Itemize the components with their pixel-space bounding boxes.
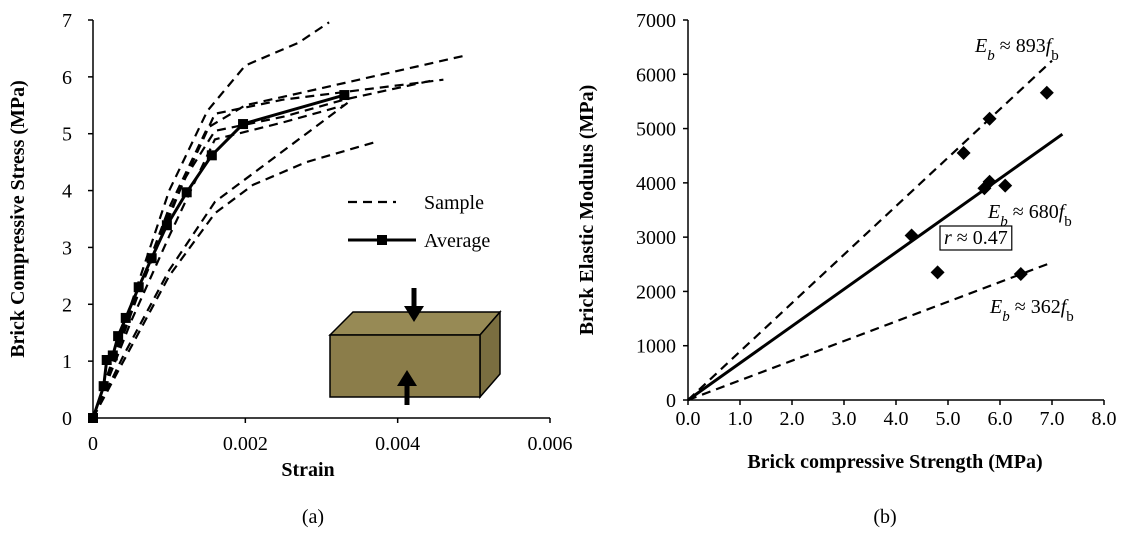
y-tick-label: 5	[62, 124, 72, 146]
annotation-part: ≈ 680	[1008, 201, 1059, 223]
legend-label: Sample	[424, 192, 484, 214]
marker	[181, 187, 192, 198]
point	[1013, 267, 1028, 282]
annotation-part: f	[1046, 35, 1054, 57]
x-tick-label: 8.0	[1092, 408, 1117, 430]
x-tick-label: 4.0	[884, 408, 909, 430]
y-tick-label: 4000	[636, 173, 676, 195]
point	[1039, 85, 1054, 100]
y-tick-label: 2	[62, 294, 72, 316]
marker	[339, 90, 350, 101]
annotation-part: b	[987, 48, 995, 64]
marker	[107, 350, 118, 361]
y-axis-label: Brick Elastic Modulus (MPa)	[576, 85, 598, 336]
y-tick-label: 0	[666, 390, 676, 412]
annotation: Eb ≈ 893fb	[974, 35, 1059, 64]
marker	[101, 355, 112, 366]
fit-line	[687, 261, 1053, 402]
annotation-part: b	[1066, 309, 1074, 325]
sample-line	[91, 104, 345, 419]
fit-line	[687, 59, 1053, 401]
legend-label: Average	[424, 230, 490, 252]
annotation-part: b	[1000, 214, 1008, 230]
y-tick-label: 7	[62, 10, 72, 32]
marker	[98, 381, 109, 392]
marker	[133, 282, 144, 293]
y-tick-label: 5000	[636, 119, 676, 141]
annotation: Eb ≈ 680fb	[987, 201, 1072, 230]
marker	[206, 150, 217, 161]
marker	[238, 119, 249, 130]
fit-line	[687, 132, 1064, 402]
x-tick-label: 0	[88, 433, 98, 455]
annotation-part: ≈ 893	[995, 35, 1046, 57]
annotation-part: E	[974, 35, 987, 57]
average-line	[91, 93, 345, 419]
sample-line	[92, 98, 353, 419]
annotation-box	[939, 225, 1013, 251]
y-tick-label: 3000	[636, 227, 676, 249]
marker	[161, 220, 172, 231]
marker	[120, 312, 131, 323]
annotation-part: f	[1061, 296, 1069, 318]
annotation-part: ≈ 0.47	[952, 227, 1008, 249]
point	[956, 146, 971, 160]
y-tick-label: 4	[62, 181, 72, 203]
point	[904, 228, 919, 243]
sample-line	[92, 141, 376, 419]
x-tick-label: 0.0	[676, 408, 701, 430]
point	[998, 178, 1013, 193]
point	[930, 265, 945, 280]
y-tick-label: 7000	[636, 10, 676, 32]
annotation-part: b	[1064, 214, 1072, 230]
x-axis-label: Strain	[281, 459, 334, 481]
marker	[113, 331, 124, 342]
y-tick-label: 1	[62, 351, 72, 373]
y-tick-label: 0	[62, 408, 72, 430]
annotation-part: ≈ 362	[1010, 296, 1061, 318]
chart: 0 1000 2000 3000 4000 5000 6000 7000 0.0 1.0 2.0 3.…	[576, 10, 1117, 528]
annotation: Eb ≈ 362fb	[989, 296, 1074, 325]
y-tick-label: 1000	[636, 336, 676, 358]
caption: (b)	[873, 506, 896, 528]
annotation-part: E	[989, 296, 1002, 318]
y-axis-label: Brick Compressive Stress (MPa)	[7, 80, 29, 358]
annotation-part: b	[1002, 309, 1010, 325]
x-tick-label: 0.002	[223, 433, 268, 455]
y-tick-label: 2000	[636, 281, 676, 303]
y-tick-label: 6	[62, 67, 72, 89]
marker	[88, 413, 98, 423]
x-tick-label: 1.0	[728, 408, 753, 430]
marker	[146, 253, 157, 264]
annotation: r ≈ 0.47	[944, 227, 1008, 249]
x-tick-label: 3.0	[832, 408, 857, 430]
annotation-part: r	[944, 227, 952, 249]
x-tick-label: 7.0	[1040, 408, 1065, 430]
y-tick-label: 6000	[636, 64, 676, 86]
annotation-part: b	[1051, 48, 1059, 64]
x-axis-label: Brick compressive Strength (MPa)	[747, 451, 1042, 473]
x-tick-label: 2.0	[780, 408, 805, 430]
legend-marker	[377, 235, 387, 245]
brick-icon	[328, 288, 502, 405]
x-tick-label: 0.006	[528, 433, 573, 455]
caption: (a)	[302, 506, 324, 528]
y-tick-label: 3	[62, 237, 72, 259]
chart: 0 1 2 3 4 5 6 7 0 0.002 0.004 0.006 Strain Brick Comp…	[7, 10, 573, 528]
x-tick-label: 0.004	[375, 433, 420, 455]
x-tick-label: 6.0	[988, 408, 1013, 430]
point	[982, 111, 997, 126]
annotation-part: f	[1059, 201, 1067, 223]
annotation-part: E	[987, 201, 1000, 223]
x-tick-label: 5.0	[936, 408, 961, 430]
point	[982, 174, 997, 189]
